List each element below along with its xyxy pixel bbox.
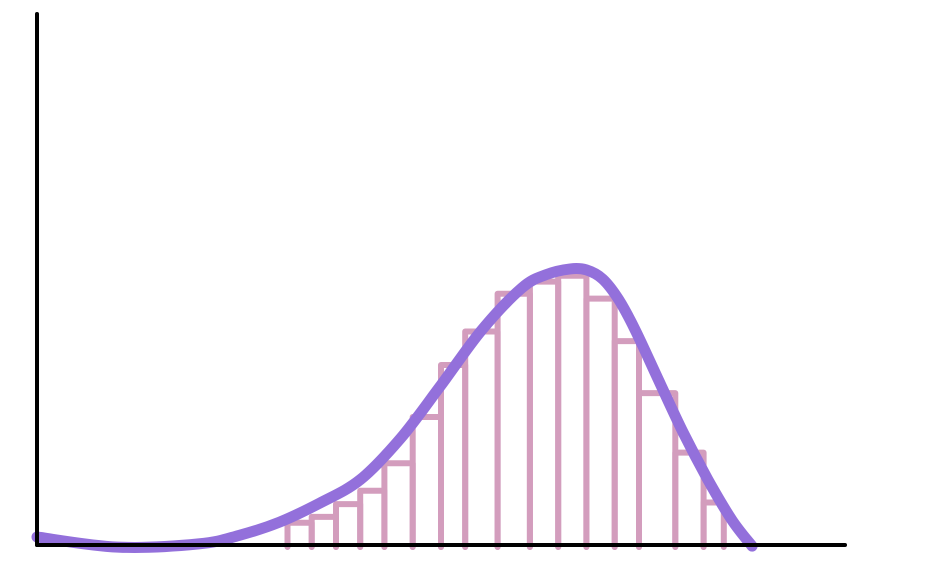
- density-curve: [31, 262, 758, 553]
- bar-12: [583, 295, 618, 550]
- bar-4: [357, 487, 388, 550]
- bar-7: [438, 362, 469, 550]
- bar-11: [555, 272, 590, 550]
- bar-6: [409, 414, 444, 550]
- bar-10: [526, 278, 562, 550]
- bar-5: [381, 460, 416, 550]
- bars-group: [284, 272, 727, 550]
- bar-2: [308, 513, 339, 550]
- bar-16: [700, 499, 727, 550]
- bar-13: [611, 338, 642, 550]
- bar-3: [333, 501, 364, 550]
- bar-8: [462, 328, 501, 550]
- bar-9: [494, 290, 533, 550]
